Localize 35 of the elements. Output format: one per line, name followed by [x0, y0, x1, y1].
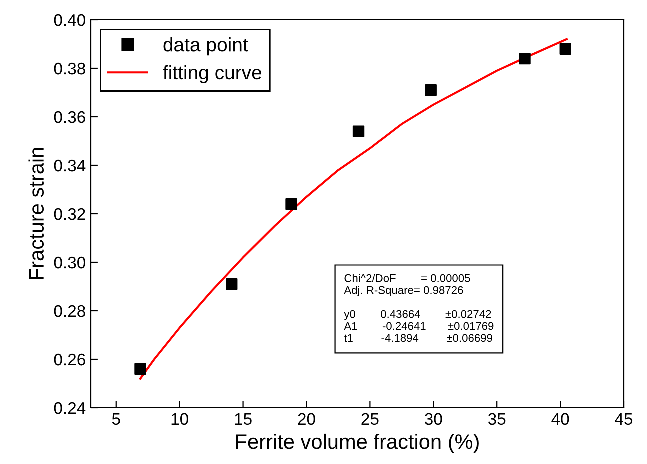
- point: [352, 126, 365, 138]
- line-series: [139, 38, 568, 380]
- y-tick-label: 0.28: [54, 305, 86, 318]
- annotation: Chi^2/DoF = 0.00005: [344, 274, 470, 282]
- point: [519, 52, 531, 65]
- y-tick-label: 0.38: [54, 62, 86, 75]
- y-tick-label: 0.36: [54, 111, 86, 124]
- point: [425, 84, 437, 96]
- annotation: Adj. R-Square= 0.98726: [344, 286, 464, 296]
- point: [226, 278, 238, 290]
- y-axis-title: Fracture strain: [28, 148, 44, 280]
- legend-label: fitting curve: [163, 65, 262, 84]
- point: [560, 43, 572, 55]
- x-tick-label: 5: [112, 413, 120, 426]
- point: [286, 198, 298, 210]
- point: [134, 363, 146, 376]
- y-tick-label: 0.34: [54, 160, 86, 172]
- x-tick-label: 40: [552, 413, 570, 426]
- x-tick-label: 10: [172, 413, 188, 426]
- x-tick-label: 20: [298, 413, 316, 426]
- x-axis-title: Ferrite volume fraction (%): [236, 434, 479, 454]
- x-tick-label: 35: [488, 413, 506, 426]
- y-tick-label: 0.24: [54, 402, 86, 414]
- y-tick-label: 0.32: [54, 208, 86, 220]
- annotation: t1 -4.1894 ±0.06699: [344, 334, 492, 342]
- legend-label: data point: [164, 38, 248, 56]
- y-tick-label: 0.40: [54, 14, 86, 26]
- annotation: A1 -0.24641 ±0.01769: [344, 322, 494, 330]
- y-tick-label: 0.26: [54, 354, 86, 366]
- x-tick-label: 45: [615, 413, 633, 426]
- x-tick-label: 30: [425, 413, 442, 426]
- x-tick-label: 15: [235, 413, 252, 426]
- y-tick-label: 0.30: [54, 256, 86, 269]
- annotation: y0 0.43664 ±0.02742: [344, 310, 492, 320]
- x-tick-label: 25: [362, 413, 379, 426]
